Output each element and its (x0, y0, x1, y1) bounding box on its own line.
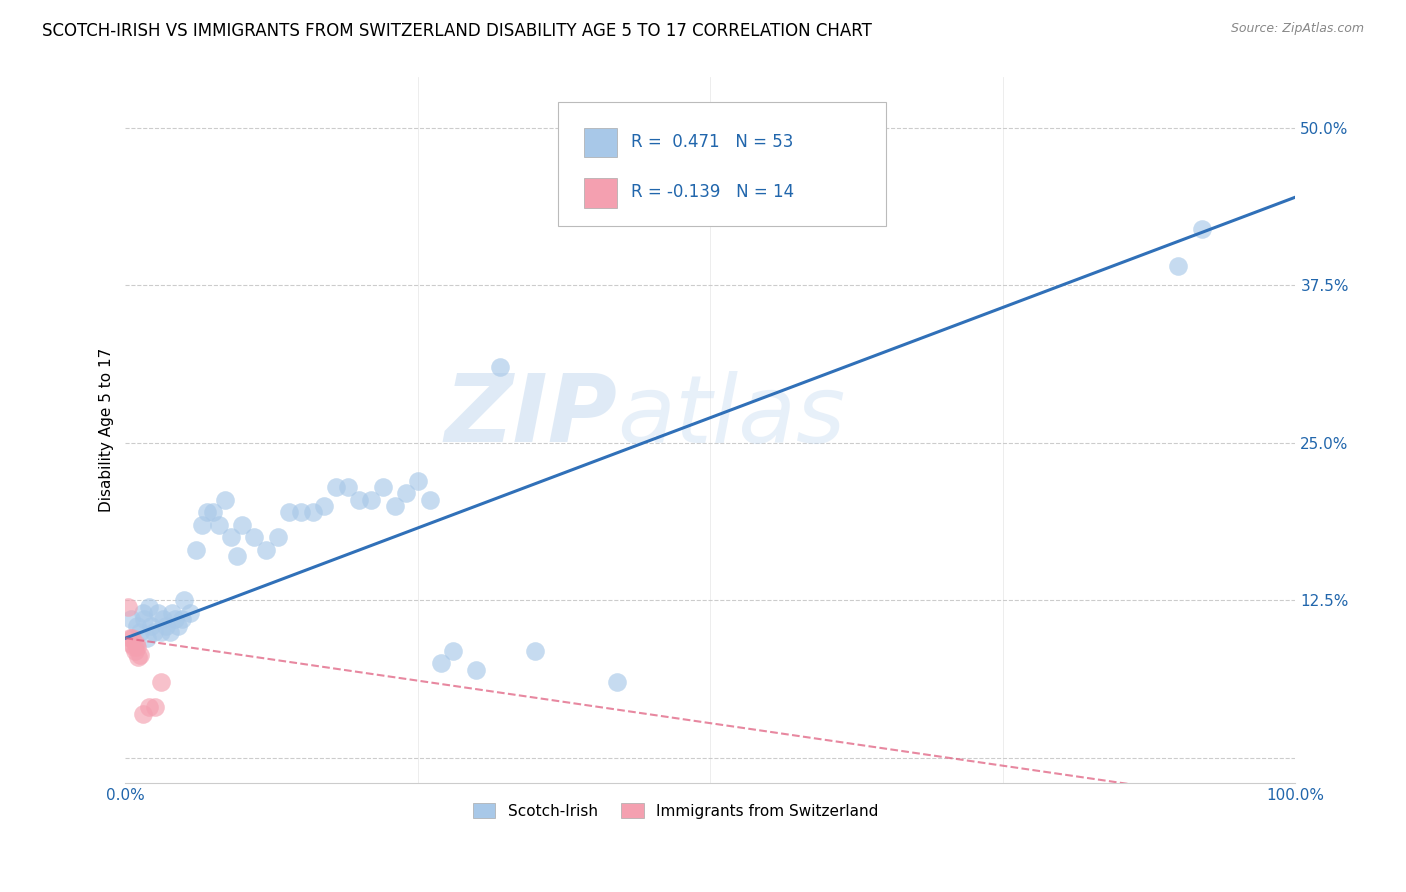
Point (152, 612, 174, 626)
Point (441, 644, 464, 658)
Point (606, 675, 628, 690)
Point (128, 624, 150, 639)
Text: ZIP: ZIP (444, 370, 617, 462)
Point (179, 606, 201, 620)
Point (138, 599, 160, 614)
Text: atlas: atlas (617, 371, 845, 462)
Point (395, 486, 418, 500)
Bar (583, 178, 617, 208)
Point (135, 631, 157, 645)
Point (125, 637, 148, 651)
Point (148, 606, 170, 620)
Point (278, 505, 301, 519)
Point (430, 657, 453, 671)
Point (120, 637, 142, 651)
Point (301, 505, 323, 519)
Point (120, 612, 142, 626)
Point (1191, 221, 1213, 235)
Point (231, 517, 253, 532)
Point (184, 543, 207, 558)
Point (489, 360, 512, 375)
Point (159, 624, 181, 639)
Text: Source: ZipAtlas.com: Source: ZipAtlas.com (1230, 22, 1364, 36)
Point (141, 618, 163, 632)
Point (127, 618, 149, 632)
Point (202, 505, 225, 519)
Point (122, 640, 145, 654)
Point (254, 543, 277, 558)
Point (371, 480, 394, 494)
Point (167, 618, 190, 632)
Point (314, 499, 336, 513)
Point (132, 706, 155, 721)
Y-axis label: Disability Age 5 to 17: Disability Age 5 to 17 (100, 348, 114, 512)
Point (360, 492, 382, 507)
Legend: Scotch-Irish, Immigrants from Switzerland: Scotch-Irish, Immigrants from Switzerlan… (467, 797, 884, 825)
Point (162, 606, 184, 620)
Point (214, 492, 236, 507)
Point (134, 612, 156, 626)
Point (325, 480, 347, 494)
Point (336, 480, 359, 494)
Point (170, 612, 193, 626)
Point (419, 492, 441, 507)
Text: SCOTCH-IRISH VS IMMIGRANTS FROM SWITZERLAND DISABILITY AGE 5 TO 17 CORRELATION C: SCOTCH-IRISH VS IMMIGRANTS FROM SWITZERL… (42, 22, 872, 40)
Point (208, 517, 231, 532)
Point (138, 700, 160, 714)
Point (523, 644, 546, 658)
Point (143, 700, 166, 714)
Point (163, 612, 186, 626)
Point (243, 530, 266, 544)
Point (195, 505, 218, 519)
Point (465, 663, 488, 677)
Text: R = -0.139   N = 14: R = -0.139 N = 14 (631, 184, 794, 202)
Point (384, 499, 406, 513)
Point (190, 517, 212, 532)
Point (173, 593, 195, 607)
FancyBboxPatch shape (558, 103, 886, 226)
Bar (583, 128, 617, 157)
Point (290, 505, 312, 519)
Point (266, 530, 288, 544)
Point (120, 631, 142, 645)
Point (1167, 260, 1189, 274)
Point (406, 474, 429, 488)
Point (155, 618, 177, 632)
Point (219, 530, 242, 544)
Point (349, 492, 371, 507)
Point (124, 644, 146, 658)
Point (121, 631, 143, 645)
Point (117, 599, 139, 614)
Point (132, 606, 155, 620)
Point (127, 650, 149, 665)
Point (225, 549, 247, 564)
Point (149, 675, 172, 690)
Point (128, 648, 150, 662)
Point (149, 624, 172, 639)
Point (142, 624, 165, 639)
Text: R =  0.471   N = 53: R = 0.471 N = 53 (631, 133, 793, 151)
Point (127, 640, 149, 654)
